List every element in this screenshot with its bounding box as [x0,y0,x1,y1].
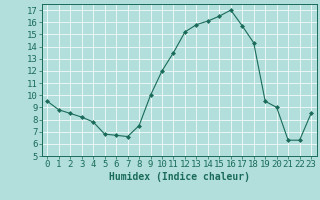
X-axis label: Humidex (Indice chaleur): Humidex (Indice chaleur) [109,172,250,182]
